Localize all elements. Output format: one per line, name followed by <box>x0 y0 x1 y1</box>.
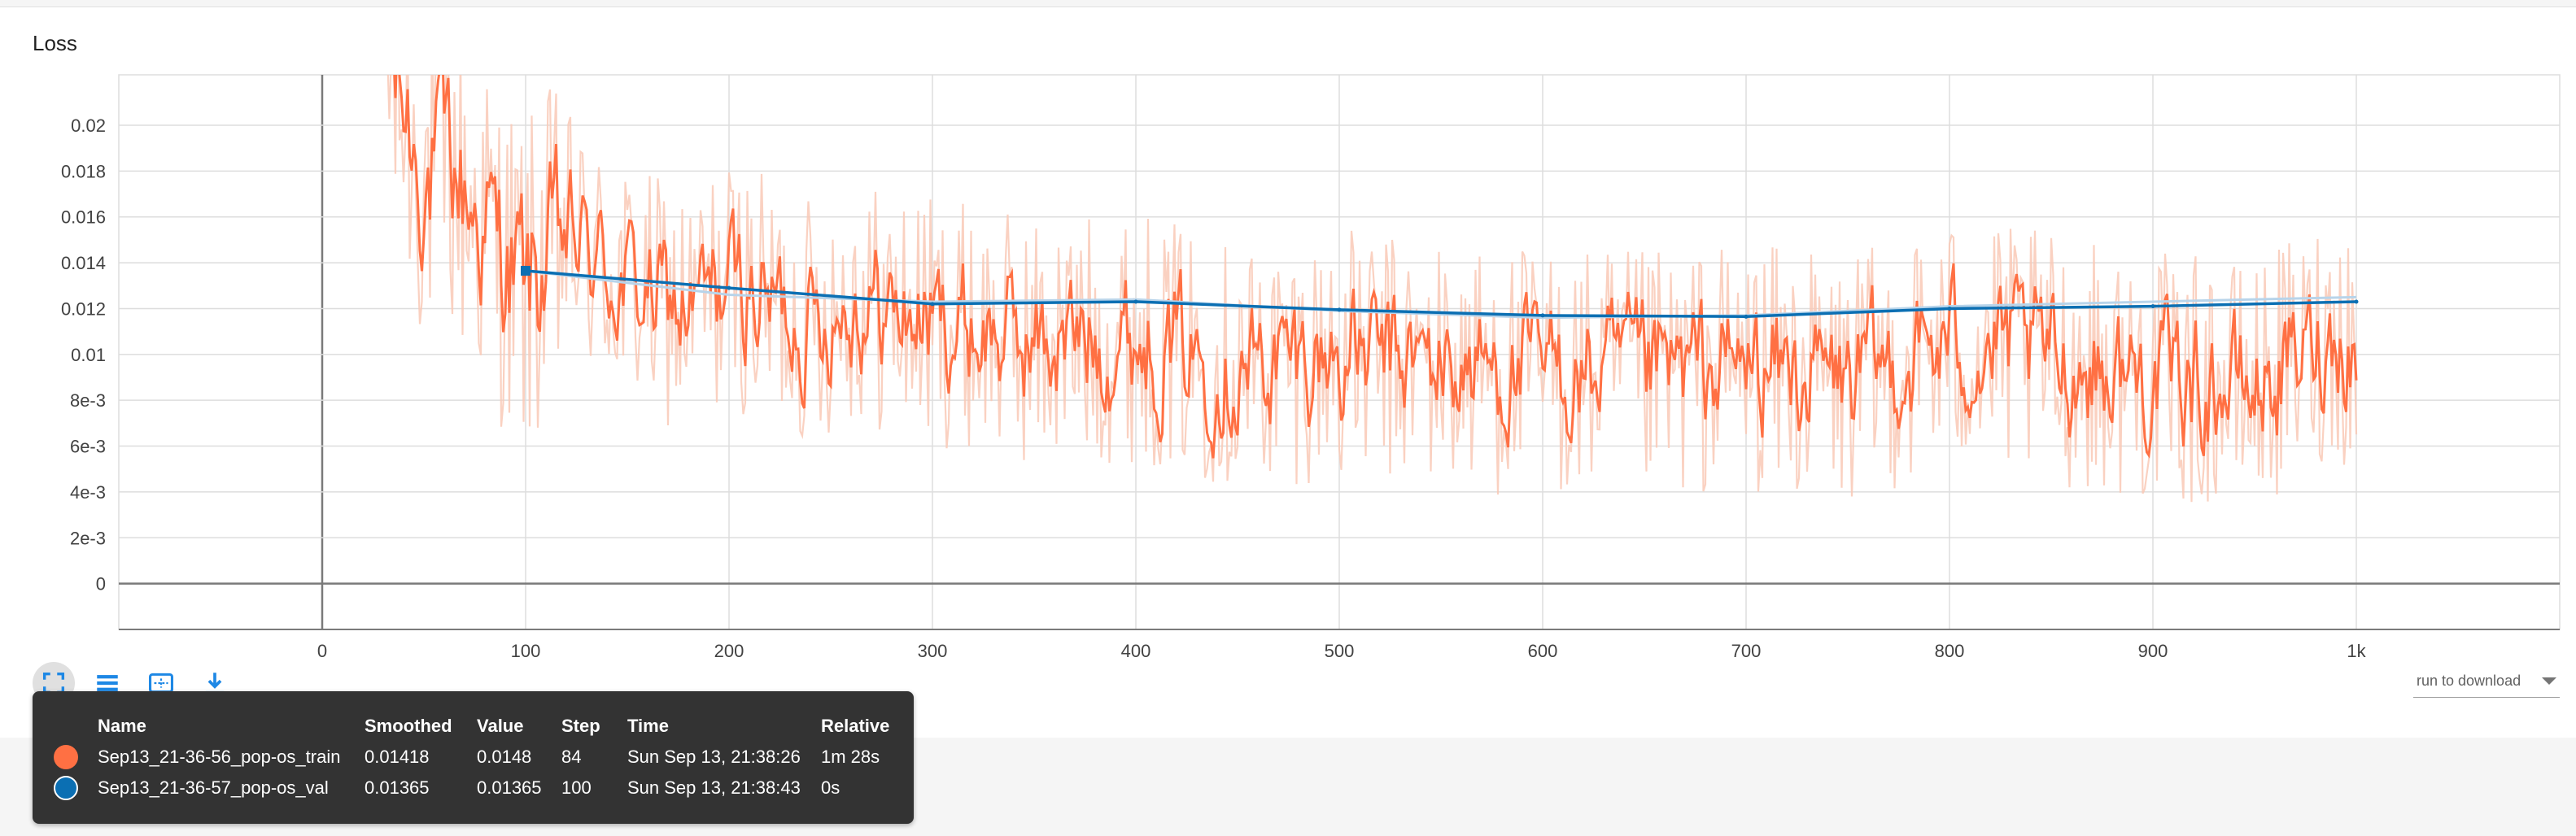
row-value: 0.0148 <box>477 747 532 767</box>
toggle-log-button[interactable] <box>86 662 129 704</box>
val-point <box>1744 314 1749 319</box>
x-tick-label: 400 <box>1121 641 1151 661</box>
x-tick-label: 200 <box>714 641 744 661</box>
val-point <box>1337 307 1342 312</box>
row-time: Sun Sep 13, 21:38:43 <box>627 777 801 798</box>
x-tick-label: 500 <box>1325 641 1355 661</box>
x-tick-label: 100 <box>511 641 541 661</box>
tooltip-header-row: Name Smoothed Value Step Time Relative <box>33 711 914 742</box>
chart-title: Loss <box>33 31 77 55</box>
tooltip-table: Name Smoothed Value Step Time Relative S… <box>33 711 914 803</box>
fit-domain-icon <box>42 672 65 694</box>
val-point <box>1133 299 1138 304</box>
val-point <box>727 285 731 290</box>
row-value: 0.01365 <box>477 777 542 798</box>
header-time: Time <box>627 716 669 736</box>
toggle-log-icon <box>97 675 118 691</box>
row-smoothed: 0.01418 <box>365 747 430 767</box>
train-smoothed-line <box>393 75 2358 459</box>
row-relative: 0s <box>821 777 840 798</box>
tooltip-row-train: Sep13_21-36-56_pop-os_train 0.01418 0.01… <box>33 742 914 773</box>
run-to-download-label: run to download <box>2417 673 2521 689</box>
series-color-swatch <box>54 745 78 769</box>
x-tick-label: 600 <box>1528 641 1558 661</box>
row-smoothed: 0.01365 <box>365 777 430 798</box>
run-to-download-select[interactable]: run to download <box>2413 665 2560 698</box>
y-tick-label: 0.012 <box>61 298 106 319</box>
y-tick-label: 0 <box>96 574 106 594</box>
val-point <box>2354 299 2359 304</box>
row-step: 100 <box>561 777 592 798</box>
header-smoothed: Smoothed <box>365 716 452 736</box>
y-tick-label: 0.02 <box>71 115 106 136</box>
hover-tooltip: Name Smoothed Value Step Time Relative S… <box>33 691 914 824</box>
row-step: 84 <box>561 747 582 767</box>
y-tick-label: 0.014 <box>61 253 106 273</box>
y-tick-label: 0.01 <box>71 345 106 365</box>
x-tick-label: 0 <box>317 641 327 661</box>
row-time: Sun Sep 13, 21:38:26 <box>627 747 801 767</box>
header-step: Step <box>561 716 600 736</box>
row-name: Sep13_21-36-56_pop-os_train <box>98 747 341 767</box>
val-point <box>1947 306 1952 311</box>
loss-chart[interactable]: 0 100 200 300 400 500 600 700 800 900 1k 0 2e-3 4e-3… <box>0 0 2576 667</box>
y-tick-label: 8e-3 <box>70 390 106 411</box>
y-tick-label: 0.016 <box>61 207 106 228</box>
series-color-swatch <box>54 776 78 800</box>
x-tick-label: 300 <box>918 641 948 661</box>
x-tick-label: 1k <box>2347 641 2366 661</box>
val-point <box>1540 313 1545 318</box>
y-tick-label: 2e-3 <box>70 528 106 548</box>
y-tick-label: 6e-3 <box>70 437 106 457</box>
series-group <box>386 75 2359 503</box>
val-point <box>930 302 935 307</box>
hover-marker <box>521 265 530 276</box>
x-tick-label: 900 <box>2138 641 2168 661</box>
header-name: Name <box>98 716 146 736</box>
val-raw-line <box>525 269 2357 320</box>
header-value: Value <box>477 716 524 736</box>
tooltip-row-val: Sep13_21-36-57_pop-os_val 0.01365 0.0136… <box>33 773 914 803</box>
chevron-down-icon <box>2542 677 2556 685</box>
header-relative: Relative <box>821 716 890 736</box>
y-tick-label: 4e-3 <box>70 482 106 503</box>
row-name: Sep13_21-36-57_pop-os_val <box>98 777 329 798</box>
x-tick-label: 700 <box>1731 641 1762 661</box>
row-relative: 1m 28s <box>821 747 880 767</box>
val-point <box>2150 304 2155 309</box>
val-smoothed-line <box>525 269 2357 319</box>
y-tick-label: 0.018 <box>61 161 106 181</box>
x-tick-label: 800 <box>1935 641 1965 661</box>
